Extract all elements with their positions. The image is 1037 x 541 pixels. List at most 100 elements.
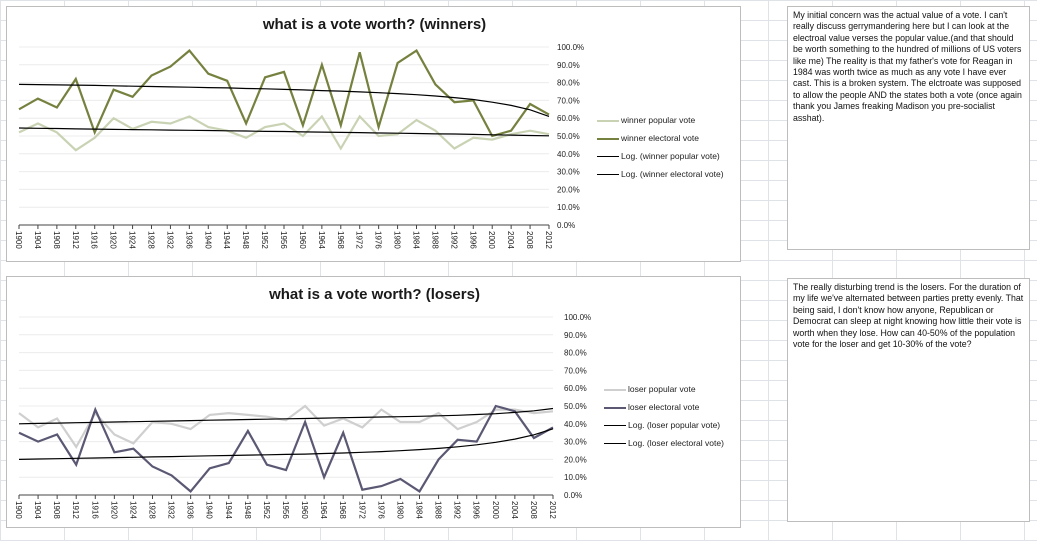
x-tick-label: 1988 — [434, 501, 443, 519]
y-tick-label: 10.0% — [557, 203, 580, 212]
note-text-box-bottom[interactable]: The really disturbing trend is the loser… — [787, 278, 1030, 522]
x-tick-label: 1968 — [336, 231, 345, 249]
x-tick-label: 1968 — [338, 501, 347, 519]
y-tick-label: 70.0% — [557, 96, 580, 105]
x-tick-label: 1916 — [90, 501, 99, 519]
x-tick-label: 1944 — [222, 231, 231, 249]
x-tick-label: 2000 — [487, 231, 496, 249]
trendline-2 — [18, 407, 554, 425]
x-tick-label: 2008 — [525, 231, 534, 249]
x-tick-label: 1992 — [449, 231, 458, 249]
series-line-1 — [18, 404, 554, 493]
x-tick-label: 1916 — [90, 231, 99, 249]
x-tick-label: 1960 — [300, 501, 309, 519]
x-tick-label: 1900 — [14, 231, 23, 249]
legend-label: loser popular vote — [628, 384, 696, 394]
legend-label: Log. (loser popular vote) — [628, 420, 721, 430]
legend-swatch-log-loser-electoral — [604, 443, 626, 444]
series-line-0 — [18, 404, 554, 449]
x-tick-label: 1912 — [71, 231, 80, 249]
legend-label: Log. (winner popular vote) — [621, 151, 720, 161]
x-tick-label: 1932 — [165, 231, 174, 249]
x-tick-label: 1928 — [148, 501, 157, 519]
losers-plot: 0.0% 10.0% 20.0% 30.0% 40.0% 50.0% 60.0% 70.0% 8… — [14, 313, 591, 519]
y-tick-label: 20.0% — [564, 455, 587, 464]
x-tick-label: 1936 — [186, 501, 195, 519]
x-tick-label: 1992 — [453, 501, 462, 519]
chart-title: what is a vote worth? (winners) — [262, 16, 487, 33]
x-tick-label: 1952 — [260, 231, 269, 249]
legend-swatch-winner-electoral — [597, 138, 619, 140]
y-tick-label: 0.0% — [564, 491, 582, 500]
x-tick-label: 1956 — [281, 501, 290, 519]
x-tick-label: 1980 — [393, 231, 402, 249]
x-tick-label: 1920 — [109, 501, 118, 519]
x-tick-label: 1984 — [412, 231, 421, 249]
winners-chart[interactable]: what is a vote worth? (winners) 0.0% 10.0… — [6, 6, 741, 262]
y-tick-label: 80.0% — [557, 79, 580, 88]
losers-chart[interactable]: what is a vote worth? (losers) 0.0% 10.0%… — [6, 276, 741, 528]
x-tick-label: 1944 — [224, 501, 233, 519]
legend-swatch-log-winner-popular — [597, 156, 619, 157]
legend-swatch-log-loser-popular — [604, 425, 626, 426]
y-tick-label: 40.0% — [557, 150, 580, 159]
x-tick-label: 2008 — [529, 501, 538, 519]
x-tick-label: 1972 — [355, 231, 364, 249]
x-tick-label: 1960 — [298, 231, 307, 249]
legend-label: Log. (loser electoral vote) — [628, 438, 724, 448]
y-tick-label: 100.0% — [564, 313, 591, 322]
x-tick-label: 1948 — [243, 501, 252, 519]
y-tick-label: 50.0% — [564, 402, 587, 411]
x-tick-label: 1952 — [262, 501, 271, 519]
trendline-3 — [18, 83, 550, 117]
y-tick-label: 70.0% — [564, 366, 587, 375]
x-tick-label: 1940 — [203, 231, 212, 249]
x-tick-label: 1908 — [52, 501, 61, 519]
x-tick-label: 2004 — [510, 501, 519, 519]
x-tick-label: 1980 — [395, 501, 404, 519]
legend-label: winner electoral vote — [621, 133, 699, 143]
x-tick-label: 1988 — [430, 231, 439, 249]
x-tick-label: 1984 — [415, 501, 424, 519]
legend-label: loser electoral vote — [628, 402, 700, 412]
y-tick-label: 60.0% — [557, 114, 580, 123]
y-tick-label: 10.0% — [564, 473, 587, 482]
x-tick-label: 1996 — [468, 231, 477, 249]
series-line-0 — [18, 114, 550, 152]
y-tick-label: 40.0% — [564, 420, 587, 429]
y-tick-label: 60.0% — [564, 384, 587, 393]
trendline-3 — [18, 428, 554, 460]
x-tick-label: 1996 — [472, 501, 481, 519]
legend-swatch-log-winner-electoral — [597, 174, 619, 175]
x-tick-label: 1964 — [319, 501, 328, 519]
y-tick-label: 80.0% — [564, 349, 587, 358]
x-tick-label: 2012 — [548, 501, 557, 519]
series-line-1 — [18, 49, 550, 138]
chart-title: what is a vote worth? (losers) — [269, 286, 480, 303]
x-tick-label: 2004 — [506, 231, 515, 249]
x-tick-label: 1932 — [167, 501, 176, 519]
y-tick-label: 50.0% — [557, 132, 580, 141]
x-tick-label: 1976 — [374, 231, 383, 249]
x-tick-label: 1904 — [33, 231, 42, 249]
y-tick-label: 90.0% — [557, 61, 580, 70]
y-tick-label: 30.0% — [564, 438, 587, 447]
x-tick-label: 1964 — [317, 231, 326, 249]
x-tick-label: 1948 — [241, 231, 250, 249]
x-tick-label: 1908 — [52, 231, 61, 249]
y-tick-label: 20.0% — [557, 185, 580, 194]
x-tick-label: 1904 — [33, 501, 42, 519]
legend-swatch-loser-electoral — [604, 407, 626, 409]
note-text-box-top[interactable]: My initial concern was the actual value … — [787, 6, 1030, 250]
y-tick-label: 100.0% — [557, 43, 584, 52]
legend-label: winner popular vote — [621, 115, 696, 125]
x-tick-label: 1972 — [357, 501, 366, 519]
x-tick-label: 1924 — [128, 231, 137, 249]
x-tick-label: 1900 — [14, 501, 23, 519]
legend-swatch-winner-popular — [597, 120, 619, 122]
x-tick-label: 1976 — [376, 501, 385, 519]
x-tick-label: 1912 — [71, 501, 80, 519]
x-tick-label: 1936 — [184, 231, 193, 249]
x-tick-label: 2012 — [544, 231, 553, 249]
x-tick-label: 1928 — [147, 231, 156, 249]
